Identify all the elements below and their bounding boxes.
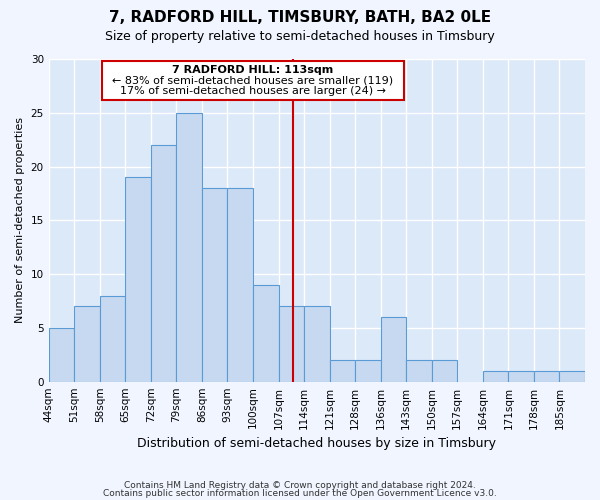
Bar — [100, 296, 125, 382]
Text: ← 83% of semi-detached houses are smaller (119): ← 83% of semi-detached houses are smalle… — [112, 76, 394, 86]
Text: Size of property relative to semi-detached houses in Timsbury: Size of property relative to semi-detach… — [105, 30, 495, 43]
Bar — [483, 371, 508, 382]
Bar — [202, 188, 227, 382]
X-axis label: Distribution of semi-detached houses by size in Timsbury: Distribution of semi-detached houses by … — [137, 437, 496, 450]
Text: 7 RADFORD HILL: 113sqm: 7 RADFORD HILL: 113sqm — [172, 65, 334, 75]
Bar — [406, 360, 432, 382]
Bar — [304, 306, 329, 382]
Bar — [278, 306, 304, 382]
Bar — [74, 306, 100, 382]
Bar — [329, 360, 355, 382]
Bar — [227, 188, 253, 382]
Text: Contains public sector information licensed under the Open Government Licence v3: Contains public sector information licen… — [103, 488, 497, 498]
Text: Contains HM Land Registry data © Crown copyright and database right 2024.: Contains HM Land Registry data © Crown c… — [124, 481, 476, 490]
Y-axis label: Number of semi-detached properties: Number of semi-detached properties — [15, 118, 25, 324]
Bar — [253, 285, 278, 382]
Bar — [49, 328, 74, 382]
Bar — [355, 360, 380, 382]
Bar — [508, 371, 534, 382]
Bar — [559, 371, 585, 382]
Bar — [432, 360, 457, 382]
Bar — [151, 145, 176, 382]
Bar — [380, 317, 406, 382]
Text: 7, RADFORD HILL, TIMSBURY, BATH, BA2 0LE: 7, RADFORD HILL, TIMSBURY, BATH, BA2 0LE — [109, 10, 491, 25]
Bar — [534, 371, 559, 382]
Text: 17% of semi-detached houses are larger (24) →: 17% of semi-detached houses are larger (… — [120, 86, 386, 97]
Bar — [125, 178, 151, 382]
Bar — [176, 113, 202, 382]
FancyBboxPatch shape — [103, 61, 404, 100]
